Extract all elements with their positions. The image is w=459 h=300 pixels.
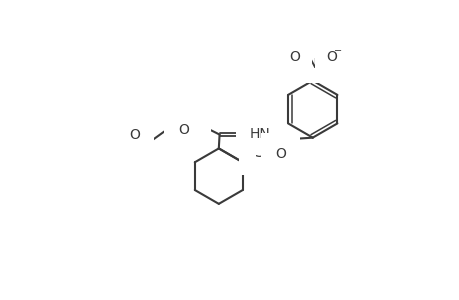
Text: O: O [289,50,300,64]
Text: O: O [178,123,188,137]
Text: −: − [333,46,341,56]
Text: O: O [186,111,197,124]
Text: O: O [129,128,140,142]
Text: O: O [274,147,285,161]
Text: S: S [254,145,264,160]
Text: O: O [325,50,336,64]
Text: HN: HN [250,127,270,141]
Text: +: + [313,55,321,65]
Text: N: N [306,58,318,71]
